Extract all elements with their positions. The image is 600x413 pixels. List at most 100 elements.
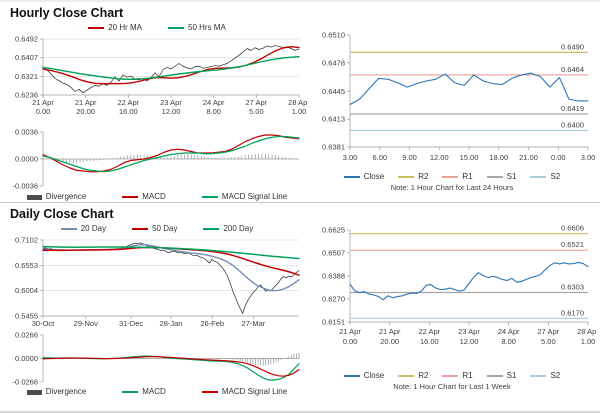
x-tick-label: 6.00	[372, 153, 387, 162]
x-tick-label: 16.00	[119, 107, 138, 116]
hourly-ma-ytick-labels: 0.6492 0.6407 0.6321 0.6236	[15, 35, 38, 100]
hourly-note: Note: 1 Hour Chart for Last 24 Hours	[390, 183, 514, 192]
x-tick-label: 8.00	[501, 337, 516, 346]
x-tick-label: 0.00	[36, 107, 51, 116]
legend-label: Close	[363, 172, 385, 181]
legend-item-divergence: Divergence	[26, 387, 87, 396]
legend-item-close: Close	[343, 172, 385, 181]
divergence-swatch	[26, 194, 42, 200]
x-tick-label: 12.00	[460, 337, 479, 346]
pivot-line-r1: 0.6464	[350, 65, 588, 76]
series-close	[42, 242, 300, 314]
daily-section: Daily Close Chart 20 Day 50 Day 200 Day 0.…	[0, 203, 600, 411]
series-close	[349, 72, 589, 106]
daily-ma-axes	[40, 239, 299, 317]
legend-label: MACD	[142, 387, 166, 396]
hourly-pivot-ytick-labels: 0.6510 0.6478 0.6445 0.6413 0.6381	[322, 31, 345, 152]
x-tick-label: 27 Apr	[245, 98, 267, 107]
daily-pivot-ytick-labels: 0.6625 0.6507 0.6388 0.6270 0.6151	[322, 226, 345, 327]
macd-swatch	[122, 196, 139, 198]
legend-item-50-hrs-ma: 50 Hrs MA	[168, 24, 226, 32]
hourly-right-column: 0.6510 0.6478 0.6445 0.6413 0.6381 3.00 6.00 9.…	[308, 21, 596, 201]
close-swatch	[343, 375, 360, 377]
legend-label: Divergence	[45, 192, 87, 201]
daily-pivot-chart: 0.6625 0.6507 0.6388 0.6270 0.6151 21 Apr 0.00…	[308, 222, 599, 372]
series-20-hr-ma	[42, 45, 300, 85]
legend-item-50-day: 50 Day	[132, 225, 177, 233]
daily-right-column: 0.6625 0.6507 0.6388 0.6270 0.6151 21 Apr 0.00…	[308, 222, 599, 396]
pivot-line-r2: 0.6606	[350, 224, 588, 235]
x-tick-label: 29-Nov	[74, 319, 98, 328]
legend-label: Divergence	[45, 387, 87, 396]
x-tick-label: 27-Mar	[242, 319, 266, 328]
pivot-line-s1: 0.6303	[350, 282, 588, 294]
x-tick-label: 12.00	[430, 153, 449, 162]
macd-swatch	[122, 391, 139, 393]
series-close	[349, 261, 589, 301]
legend-item-s2: S2	[530, 173, 560, 181]
macd-signal-line-swatch	[201, 196, 218, 198]
hourly-macd-plot: 0.0036 0.0000 -0.0036	[13, 128, 300, 191]
legend-label: 50 Hrs MA	[188, 23, 226, 32]
r1-swatch	[442, 375, 459, 377]
legend-item-r1: R1	[442, 372, 473, 380]
legend-label: Close	[363, 371, 385, 380]
y-tick-label: -0.0266	[13, 378, 38, 387]
y-tick-label: 0.0036	[15, 128, 38, 137]
R2-value-label: 0.6606	[561, 224, 584, 233]
x-tick-label: 28 Apr	[577, 327, 596, 336]
s2-swatch	[530, 375, 547, 377]
R2-value-label: 0.6490	[561, 42, 584, 51]
series-macd-signal-line	[42, 135, 300, 173]
daily-macd-legend: Divergence MACD MACD Signal Line	[9, 388, 305, 396]
pivot-line-s2: 0.6400	[350, 121, 588, 132]
series-divergence	[42, 153, 296, 163]
x-tick-label: 18.00	[489, 153, 508, 162]
legend-item-r2: R2	[398, 372, 428, 380]
x-tick-label: 20.00	[380, 337, 399, 346]
y-tick-label: 0.0266	[15, 331, 38, 340]
hourly-pivot-xtick-labels: 3.00 6.00 9.00 12.00 15.00 18.00 21.00 0.00 3.00	[343, 147, 595, 162]
50-hrs-ma-swatch	[168, 27, 184, 29]
s2-swatch	[530, 176, 547, 178]
y-tick-label: 0.6445	[322, 87, 345, 96]
pivot-line-s1: 0.6419	[350, 104, 588, 115]
legend-item-s1: S1	[486, 372, 516, 380]
x-tick-label: 24 Apr	[203, 98, 225, 107]
legend-item-macd-signal-line: MACD Signal Line	[201, 388, 287, 396]
y-tick-label: 0.6492	[15, 35, 38, 44]
series-macd-signal-line	[42, 356, 300, 377]
legend-label: 50 Day	[152, 224, 178, 233]
legend-item-20-hr-ma: 20 Hr MA	[88, 24, 142, 32]
x-tick-label: 20.00	[76, 107, 95, 116]
x-tick-label: 0.00	[343, 337, 358, 346]
y-tick-label: 0.5455	[15, 312, 38, 321]
50-day-swatch	[132, 228, 149, 230]
series-close	[42, 45, 300, 94]
pivot-line-s2: 0.6170	[350, 308, 588, 319]
hourly-macd-legend: Divergence MACD MACD Signal Line	[9, 193, 305, 201]
legend-item-macd-signal-line: MACD Signal Line	[201, 193, 287, 201]
y-tick-label: 0.0000	[15, 155, 38, 164]
r1-swatch	[442, 176, 459, 178]
legend-label: R2	[418, 371, 429, 380]
hourly-pivot-chart: 0.6510 0.6478 0.6445 0.6413 0.6381 3.00 6.00 9.…	[308, 21, 596, 173]
hourly-ma-chart: 0.6492 0.6407 0.6321 0.6236 21 Apr 0.00 21 Apr…	[7, 33, 310, 123]
series-divergence	[42, 352, 300, 366]
daily-columns: 20 Day 50 Day 200 Day 0.7102 0.6553 0.6004 0.…	[6, 222, 600, 396]
20 Hr MA-line	[42, 45, 300, 85]
series-50-hrs-ma	[42, 56, 300, 80]
hourly-macd-ytick-labels: 0.0036 0.0000 -0.0036	[13, 128, 38, 191]
daily-macd-chart: 0.0266 0.0000 -0.0266	[7, 330, 307, 388]
R1-value-label: 0.6464	[561, 65, 584, 74]
s1-swatch	[486, 176, 503, 178]
Close-line	[349, 72, 589, 106]
x-tick-label: 21 Apr	[379, 327, 401, 336]
y-tick-label: 0.6004	[15, 286, 38, 295]
legend-item-divergence: Divergence	[26, 192, 87, 201]
series-macd	[42, 134, 300, 173]
legend-label: 200 Day	[223, 224, 254, 233]
legend-label: R2	[418, 172, 429, 181]
s1-swatch	[486, 375, 503, 377]
S2-value-label: 0.6170	[561, 308, 584, 317]
